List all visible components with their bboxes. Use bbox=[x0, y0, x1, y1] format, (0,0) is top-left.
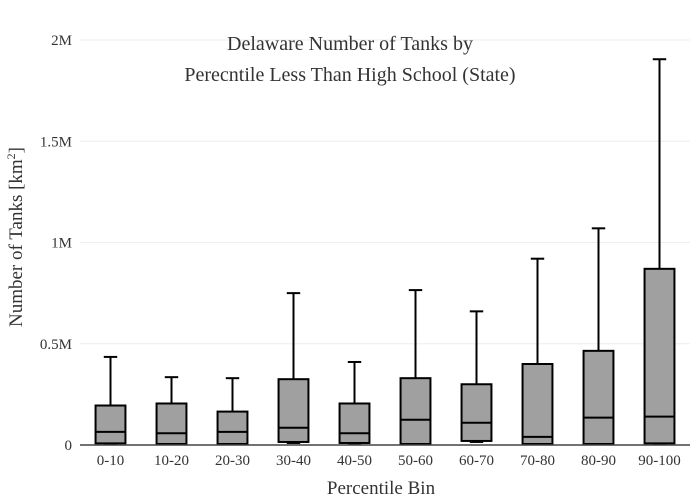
box-iqr bbox=[399, 377, 432, 445]
y-axis-title-main: Number of Tanks [km bbox=[6, 159, 27, 327]
x-tick-label: 10-20 bbox=[154, 453, 189, 469]
x-tick-label: 70-80 bbox=[520, 453, 555, 469]
x-tick-label: 80-90 bbox=[581, 453, 616, 469]
y-axis-title-end: ] bbox=[6, 147, 27, 153]
x-tick-labels: 0-10 10-20 20-30 30-40 40-50 50-60 60-70 70-80 8… bbox=[97, 453, 681, 469]
box-iqr bbox=[155, 402, 188, 445]
y-tick-label: 0.5M bbox=[40, 337, 72, 353]
box-80-90 bbox=[582, 227, 615, 446]
y-axis-title: Number of Tanks [km2] bbox=[4, 147, 27, 327]
box-iqr bbox=[521, 363, 554, 445]
y-tick-label: 0 bbox=[65, 438, 73, 454]
box-10-20 bbox=[155, 376, 188, 446]
y-axis-title-superscript: 2 bbox=[4, 153, 18, 159]
box-0-10 bbox=[94, 355, 127, 445]
chart-title-line-1: Delaware Number of Tanks by bbox=[227, 33, 473, 55]
y-tick-label: 1.5M bbox=[40, 134, 72, 150]
box-90-100 bbox=[643, 58, 676, 445]
x-tick-label: 30-40 bbox=[276, 453, 311, 469]
x-tick-label: 20-30 bbox=[215, 453, 250, 469]
box-series bbox=[94, 58, 676, 446]
x-tick-label: 60-70 bbox=[459, 453, 494, 469]
box-70-80 bbox=[521, 257, 554, 446]
box-iqr bbox=[216, 410, 249, 445]
x-tick-label: 40-50 bbox=[337, 453, 372, 469]
x-tick-label: 50-60 bbox=[398, 453, 433, 469]
y-tick-labels: 0 0.5M 1M 1.5M 2M bbox=[40, 33, 72, 454]
box-iqr bbox=[643, 267, 676, 445]
grid-layer bbox=[80, 39, 690, 345]
y-tick-label: 1M bbox=[51, 236, 72, 252]
box-iqr bbox=[94, 404, 127, 445]
box-40-50 bbox=[338, 360, 371, 445]
box-iqr bbox=[460, 383, 493, 442]
chart-title-line-2: Perecntile Less Than High School (State) bbox=[184, 64, 515, 86]
x-tick-label: 0-10 bbox=[97, 453, 125, 469]
box-iqr bbox=[582, 349, 615, 445]
box-50-60 bbox=[399, 289, 432, 446]
x-axis-title: Percentile Bin bbox=[327, 478, 436, 499]
box-20-30 bbox=[216, 377, 249, 446]
box-iqr bbox=[277, 378, 310, 443]
y-tick-label: 2M bbox=[51, 33, 72, 49]
box-60-70 bbox=[460, 310, 493, 443]
box-iqr bbox=[338, 402, 371, 444]
box-30-40 bbox=[277, 292, 310, 444]
x-tick-label: 90-100 bbox=[638, 453, 681, 469]
